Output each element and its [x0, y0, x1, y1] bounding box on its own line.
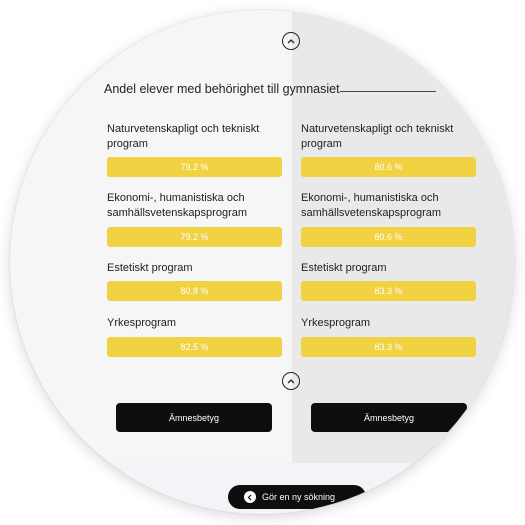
percentage-bar: 82.5 %: [107, 337, 282, 357]
program-label: Yrkesprogram: [301, 317, 371, 329]
program-label: Naturvetenskapligt och tekniskt program: [107, 123, 260, 150]
program-label: Estetiskt program: [107, 262, 193, 274]
program-label: Estetiskt program: [301, 262, 387, 274]
chevron-up-icon[interactable]: [282, 372, 300, 390]
new-search-label: Gör en ny sökning: [262, 492, 336, 502]
program-label: Yrkesprogram: [107, 317, 177, 329]
section-title: Andel elever med behörighet till gymnasi…: [104, 82, 340, 96]
subject-grades-button[interactable]: Ämnesbetyg: [311, 403, 467, 432]
percentage-bar: 80.6 %: [301, 157, 476, 177]
title-divider: [340, 91, 436, 92]
percentage-bar: 79.2 %: [107, 227, 282, 247]
program-label: Naturvetenskapligt och tekniskt program: [301, 123, 454, 150]
chevron-left-icon: [244, 491, 256, 503]
subject-grades-button[interactable]: Ämnesbetyg: [116, 403, 272, 432]
percentage-bar: 80.8 %: [107, 281, 282, 301]
percentage-bar: 80.6 %: [301, 227, 476, 247]
new-search-button[interactable]: Gör en ny sökning: [228, 485, 366, 509]
magnifier-view: Andel elever med behörighet till gymnasi…: [10, 10, 514, 514]
chevron-up-icon[interactable]: [282, 32, 300, 50]
program-label: Ekonomi-, humanistiska och samhällsveten…: [107, 192, 248, 219]
percentage-bar: 79.2 %: [107, 157, 282, 177]
percentage-bar: 83.3 %: [301, 337, 476, 357]
percentage-bar: 83.3 %: [301, 281, 476, 301]
program-label: Ekonomi-, humanistiska och samhällsveten…: [301, 192, 442, 219]
